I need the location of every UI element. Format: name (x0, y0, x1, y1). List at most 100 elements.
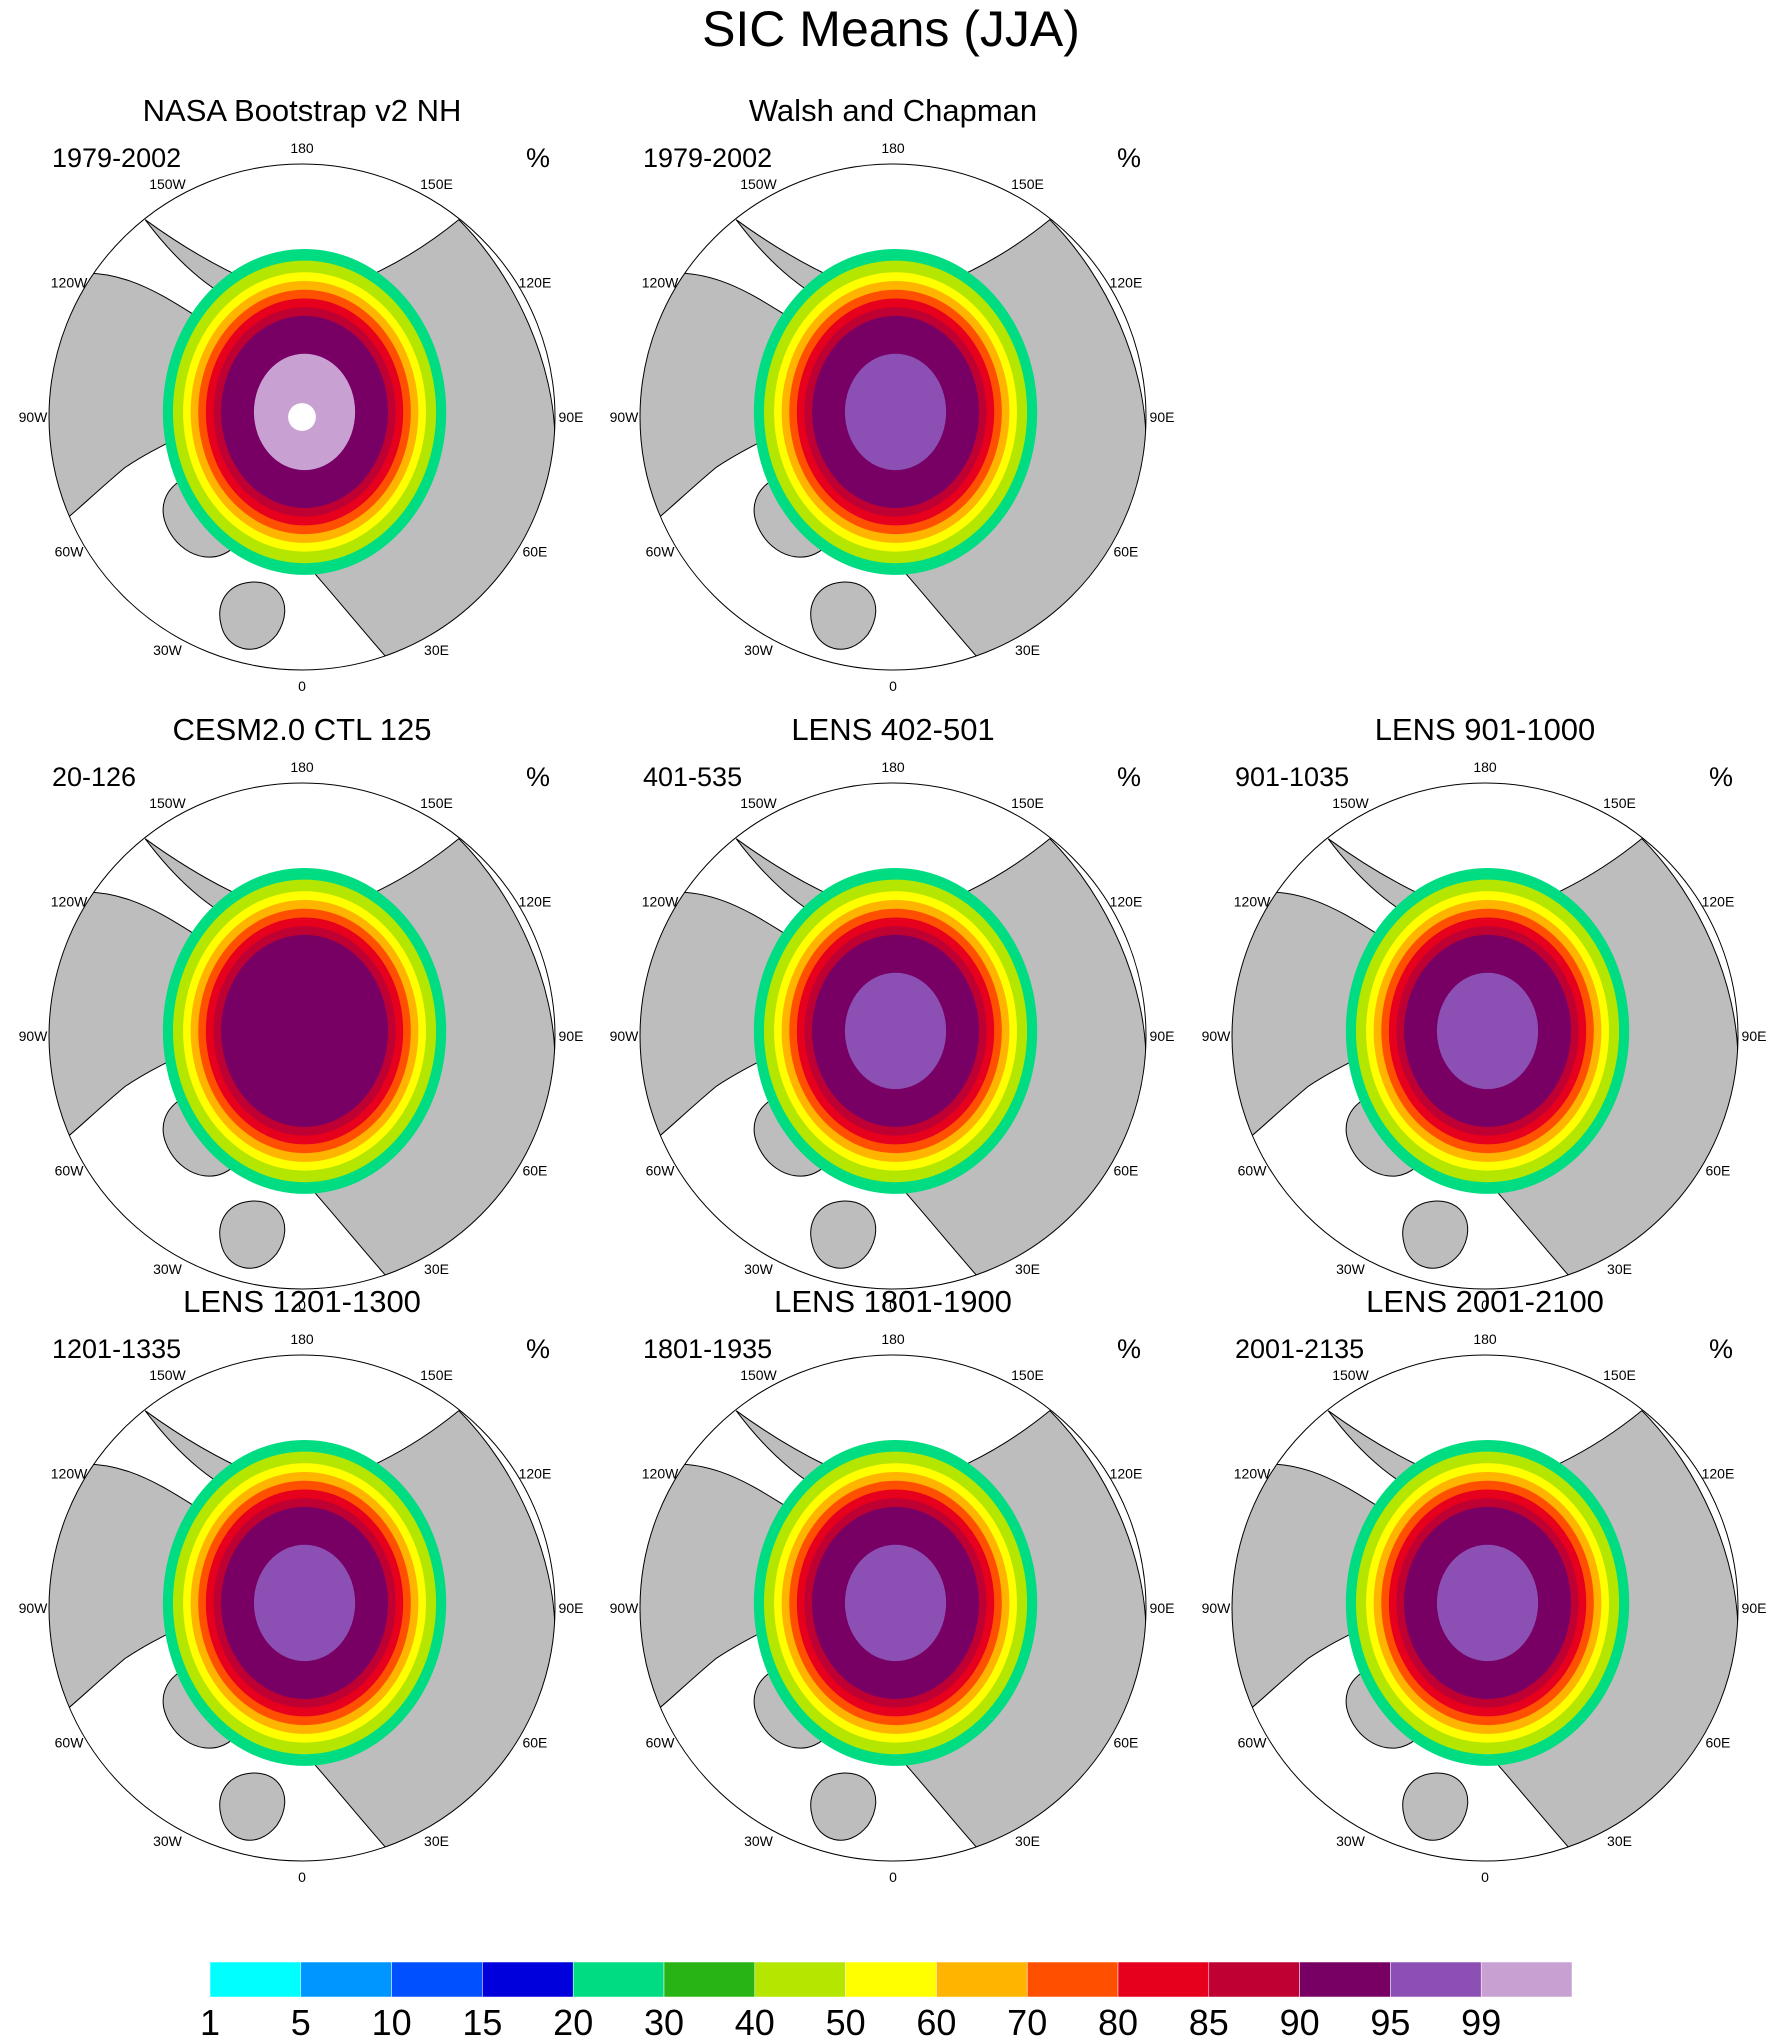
longitude-label: 180 (290, 759, 314, 775)
longitude-label: 120E (519, 1466, 552, 1482)
map-panel: 180 150E 120E 90E 60E 30E 0 30W 60W 90W 120W 150W NA… (19, 93, 584, 694)
colorbar-swatch (209, 1961, 302, 1998)
longitude-label: 120W (51, 275, 88, 291)
longitude-label: 30E (1607, 1833, 1632, 1849)
ice-contour-90 (253, 972, 356, 1090)
longitude-label: 90E (559, 1600, 584, 1616)
land-shape (219, 1772, 286, 1841)
colorbar-swatch (300, 1961, 392, 1998)
longitude-label: 60W (1238, 1735, 1268, 1751)
longitude-label: 150W (1332, 1367, 1369, 1383)
ice-field (753, 249, 1038, 575)
map-boundary (48, 1354, 556, 1862)
ice-contour-95 (1436, 972, 1539, 1090)
colorbar-tick-label: 85 (1189, 2002, 1229, 2043)
longitude-label: 0 (298, 1297, 306, 1313)
longitude-label: 30E (424, 1261, 449, 1277)
colorbar-swatch (1026, 1961, 1119, 1998)
longitude-label: 60W (1238, 1163, 1268, 1179)
panel-title: LENS 2001-2100 (1366, 1284, 1604, 1319)
ice-field (753, 868, 1038, 1194)
map-panel: 180 150E 120E 90E 60E 30E 0 30W 60W 90W 120W 150W LE… (610, 712, 1175, 1313)
longitude-label: 60E (1113, 544, 1138, 560)
longitude-label: 90W (610, 1600, 640, 1616)
longitude-label: 60W (646, 1735, 676, 1751)
colorbar-tick-label: 15 (462, 2002, 502, 2043)
longitude-label: 30W (153, 1833, 183, 1849)
colorbar-tick-label: 60 (916, 2002, 956, 2043)
longitude-label: 120W (51, 894, 88, 910)
longitude-label: 30E (1015, 1833, 1040, 1849)
longitude-label: 150E (420, 795, 453, 811)
map-boundary (48, 782, 556, 1290)
units-label: % (1709, 1334, 1733, 1364)
longitude-label: 150E (1011, 176, 1044, 192)
longitude-label: 60E (1705, 1163, 1730, 1179)
longitude-label: 120E (1702, 894, 1735, 910)
longitude-label: 150E (1603, 1367, 1636, 1383)
colorbar-swatch (1480, 1961, 1573, 1998)
longitude-label: 120E (1702, 1466, 1735, 1482)
map-boundary (1231, 1354, 1739, 1862)
units-label: % (526, 143, 550, 173)
years-label: 20-126 (52, 762, 136, 792)
years-label: 401-535 (643, 762, 742, 792)
longitude-label: 30W (1336, 1261, 1366, 1277)
longitude-label: 150E (1603, 795, 1636, 811)
ice-field (753, 1440, 1038, 1766)
longitude-label: 30E (424, 642, 449, 658)
longitude-label: 90E (1742, 1028, 1767, 1044)
longitude-label: 30E (1015, 1261, 1040, 1277)
longitude-label: 90E (559, 409, 584, 425)
longitude-label: 150W (740, 795, 777, 811)
longitude-label: 0 (298, 678, 306, 694)
longitude-label: 60E (522, 1163, 547, 1179)
map-panel: 180 150E 120E 90E 60E 30E 0 30W 60W 90W 120W 150W Wa… (610, 93, 1175, 694)
colorbar-swatch (482, 1961, 574, 1998)
longitude-label: 0 (1481, 1869, 1489, 1885)
land-shape (810, 1772, 877, 1841)
colorbar-tick-label: 5 (291, 2002, 311, 2043)
longitude-label: 120W (1234, 1466, 1271, 1482)
years-label: 1801-1935 (643, 1334, 772, 1364)
longitude-label: 180 (1473, 759, 1497, 775)
panel-title: CESM2.0 CTL 125 (172, 712, 431, 747)
colorbar-tick-label: 1 (200, 2002, 220, 2043)
ice-contour-95 (844, 353, 947, 471)
units-label: % (526, 1334, 550, 1364)
longitude-label: 90E (559, 1028, 584, 1044)
longitude-label: 150W (1332, 795, 1369, 811)
units-label: % (1117, 143, 1141, 173)
longitude-label: 30E (1015, 642, 1040, 658)
longitude-label: 120E (519, 275, 552, 291)
colorbar-swatch (754, 1961, 846, 1998)
colorbar-tick-label: 90 (1280, 2002, 1320, 2043)
land-shape (1402, 1200, 1469, 1269)
longitude-label: 30W (1336, 1833, 1366, 1849)
longitude-label: 60W (55, 1163, 85, 1179)
longitude-label: 60W (646, 544, 676, 560)
colorbar-swatch (663, 1961, 756, 1998)
panel-title: LENS 1801-1900 (774, 1284, 1012, 1319)
colorbar-tick-label: 10 (372, 2002, 412, 2043)
panel-title: NASA Bootstrap v2 NH (143, 93, 462, 128)
longitude-label: 0 (889, 1297, 897, 1313)
land-shape (1402, 1772, 1469, 1841)
longitude-label: 150W (740, 1367, 777, 1383)
longitude-label: 150W (149, 176, 186, 192)
panel-title: LENS 402-501 (791, 712, 994, 747)
longitude-label: 90W (19, 409, 49, 425)
colorbar-swatch (1117, 1961, 1210, 1998)
longitude-label: 0 (889, 678, 897, 694)
ice-contour-95 (253, 1544, 356, 1662)
ice-contour-95 (1436, 1544, 1539, 1662)
colorbar-tick-label: 99 (1461, 2002, 1501, 2043)
years-label: 1201-1335 (52, 1334, 181, 1364)
colorbar-tick-label: 70 (1007, 2002, 1047, 2043)
longitude-label: 150E (1011, 1367, 1044, 1383)
longitude-label: 90W (610, 1028, 640, 1044)
longitude-label: 0 (1481, 1297, 1489, 1313)
longitude-label: 150W (149, 795, 186, 811)
longitude-label: 60E (522, 544, 547, 560)
